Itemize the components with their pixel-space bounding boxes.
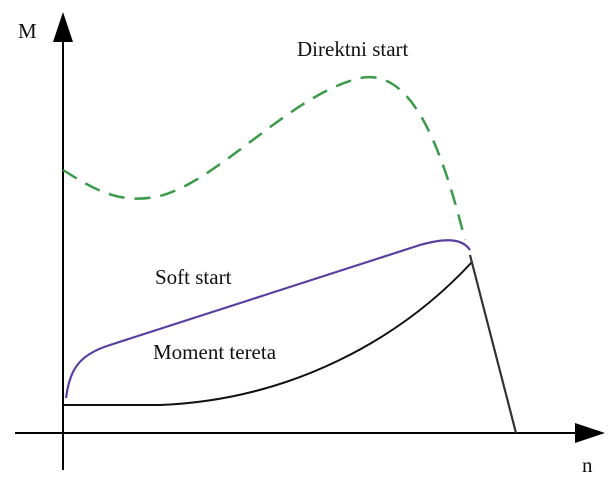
direct-start-curve	[62, 75, 467, 241]
y-arrow	[53, 12, 73, 42]
curve-label: Soft start	[155, 265, 232, 289]
x-arrow	[575, 423, 605, 443]
x-label: n	[582, 453, 593, 477]
curve-label: Direktni start	[297, 37, 409, 61]
load-curve	[63, 261, 473, 406]
drop-line	[468, 254, 518, 434]
soft-start-curve	[64, 239, 471, 399]
curve-label: Moment tereta	[153, 340, 277, 364]
y-label: M	[18, 19, 37, 43]
